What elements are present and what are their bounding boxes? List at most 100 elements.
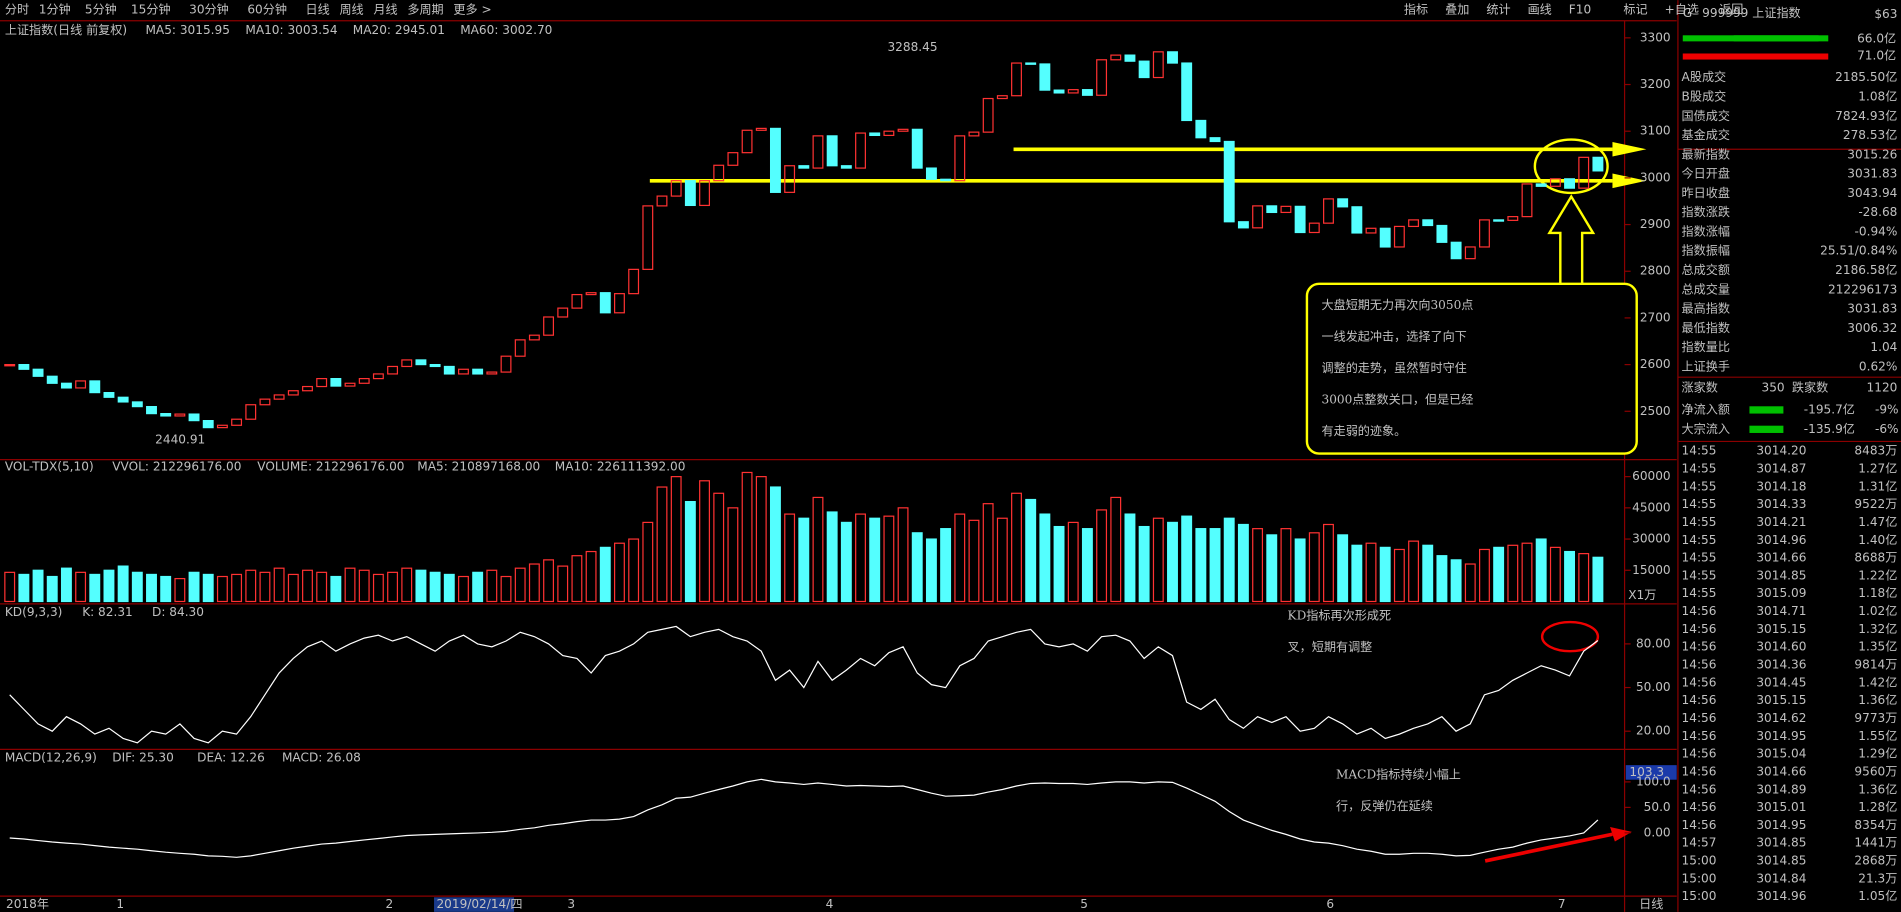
label[interactable]: 指标 — [1404, 1, 1428, 16]
label[interactable]: 多周期 — [407, 2, 443, 16]
kd-circle — [1540, 620, 1600, 653]
label[interactable]: 标记 — [1623, 2, 1647, 16]
volume-bar — [472, 571, 484, 603]
label: 2500 — [1640, 404, 1671, 418]
label: DEA: 12.26 — [197, 750, 265, 764]
volume-bar — [1223, 517, 1235, 603]
label: 212296173 — [1828, 282, 1897, 296]
label[interactable]: 更多 > — [453, 2, 491, 16]
label: 1.55亿 — [1858, 728, 1897, 743]
label[interactable]: F10 — [1569, 2, 1591, 16]
volume-bar — [1209, 528, 1221, 603]
label[interactable]: 画线 — [1528, 2, 1552, 16]
label: 3014.60 — [1756, 640, 1806, 654]
label[interactable]: 返回 — [1719, 2, 1743, 16]
label: 指数量比 — [1682, 339, 1730, 354]
label: 14:56 — [1682, 818, 1717, 832]
label: K: 82.31 — [82, 605, 133, 619]
label[interactable]: 月线 — [373, 2, 397, 16]
volume-bar — [614, 542, 625, 603]
label: VOL-TDX(5,10) — [5, 459, 94, 473]
label: 9560万 — [1854, 764, 1897, 778]
volume-bar — [500, 575, 512, 603]
candle — [599, 292, 611, 314]
label: 30000 — [1632, 532, 1671, 546]
volume-bar — [429, 571, 441, 603]
candle — [741, 129, 753, 154]
label: 80.00 — [1636, 636, 1671, 650]
label[interactable]: 周线 — [339, 2, 363, 16]
volume-bar — [925, 538, 937, 603]
label: 15000 — [1632, 563, 1671, 577]
label: 3014.21 — [1756, 515, 1806, 529]
label: 3014.95 — [1756, 818, 1806, 832]
volume-bar — [656, 486, 668, 603]
label: D: 84.30 — [152, 605, 204, 619]
volume-bar — [117, 565, 129, 603]
candle — [1081, 89, 1093, 96]
candle — [202, 420, 214, 429]
candle — [670, 180, 682, 197]
volume-bar — [684, 500, 696, 603]
candle — [1039, 63, 1051, 91]
label[interactable]: 叠加 — [1445, 2, 1469, 16]
label: 2700 — [1640, 310, 1671, 324]
volume-bar — [1464, 563, 1476, 603]
label: 66.0亿 — [1857, 30, 1896, 45]
label: 999999 上证指数 — [1702, 5, 1801, 20]
label[interactable]: 分时 — [5, 2, 29, 16]
label: 调整的走势，虽然暂时守住 — [1321, 360, 1466, 375]
candle — [1138, 60, 1150, 79]
label[interactable]: 1分钟 — [39, 1, 71, 16]
candle — [1280, 205, 1292, 214]
label[interactable]: 统计 — [1486, 2, 1510, 16]
label: 14:56 — [1682, 693, 1717, 707]
volume-bar — [302, 569, 313, 603]
label: 1.36亿 — [1858, 692, 1897, 707]
label: 指数涨幅 — [1682, 223, 1730, 238]
label: MA10: 226111392.00 — [555, 459, 686, 473]
volume-bar — [330, 575, 342, 603]
label: 15:00 — [1682, 871, 1717, 885]
candle — [1181, 62, 1193, 122]
candle — [1507, 216, 1519, 221]
label[interactable]: 日线 — [306, 2, 330, 16]
label: MA5: 3015.95 — [145, 23, 229, 37]
label: 350 — [1761, 381, 1784, 395]
label: 14:55 — [1682, 568, 1717, 582]
label: -6% — [1875, 422, 1899, 436]
candle — [1223, 140, 1235, 223]
volume-bar — [1379, 546, 1391, 603]
label: 14:56 — [1682, 622, 1717, 636]
candle — [1351, 206, 1363, 234]
candle — [727, 152, 739, 166]
label: 14:55 — [1682, 551, 1717, 565]
candle — [1450, 241, 1462, 260]
label[interactable]: 15分钟 — [131, 1, 171, 16]
candle — [982, 97, 994, 133]
label[interactable]: 5分钟 — [85, 1, 117, 16]
volume-bar — [372, 573, 384, 603]
label[interactable]: 60分钟 — [247, 1, 287, 16]
volume-bar — [1493, 546, 1505, 603]
candle — [372, 373, 384, 380]
volume-bar — [18, 573, 30, 603]
candle — [755, 127, 767, 131]
label[interactable]: 30分钟 — [189, 1, 229, 16]
volume-bar — [4, 571, 16, 603]
volume-bar — [1167, 521, 1178, 603]
label: MA20: 2945.01 — [353, 23, 445, 37]
label: 100.0 — [1636, 774, 1671, 788]
label: A股成交 — [1682, 69, 1727, 84]
label: 昨日收盘 — [1682, 185, 1730, 200]
label: 14:56 — [1682, 658, 1717, 672]
label: 净流入额 — [1682, 402, 1730, 416]
label: 1.22亿 — [1858, 567, 1897, 582]
label: 103.3 — [1629, 765, 1664, 779]
flow-bar — [1749, 425, 1784, 433]
candle — [302, 385, 313, 392]
label: 5 — [1080, 897, 1088, 911]
label[interactable]: +自选 — [1665, 2, 1699, 16]
candle — [500, 355, 512, 373]
label: 3014.36 — [1756, 658, 1806, 672]
